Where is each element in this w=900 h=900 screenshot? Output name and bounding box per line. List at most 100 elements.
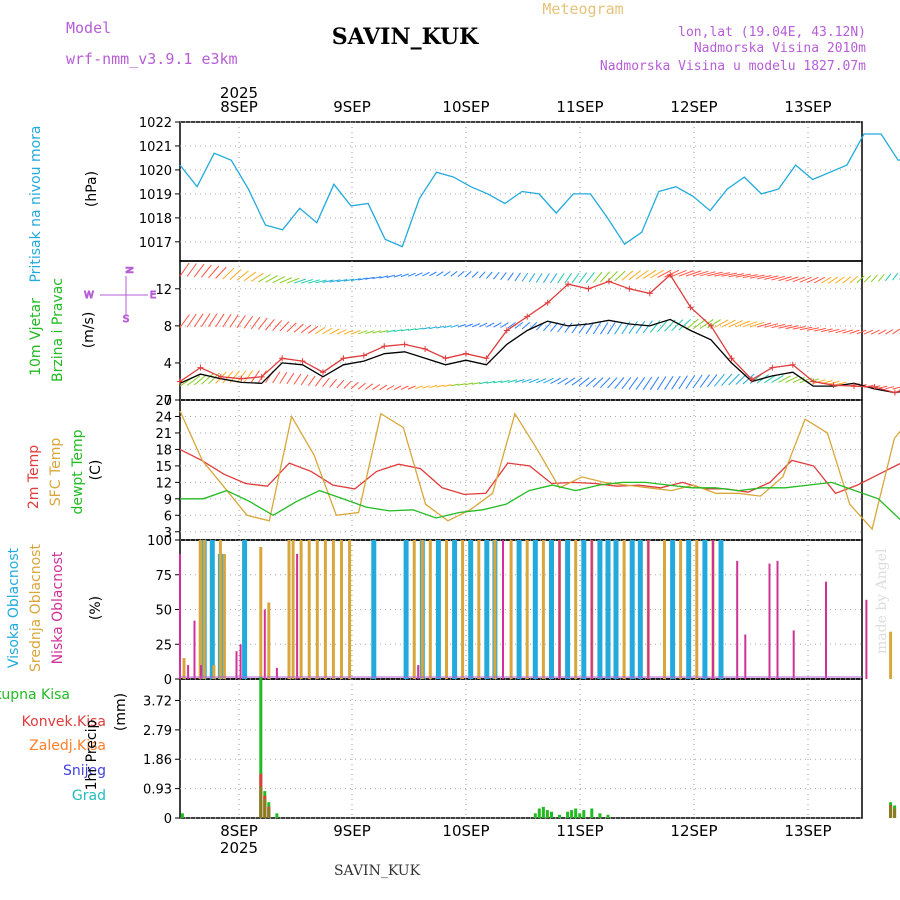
wind-barb	[400, 385, 409, 390]
wind-barb	[856, 275, 865, 284]
wind-barb	[379, 384, 388, 391]
cloud-bar-srednja	[663, 540, 666, 679]
wind-barb	[193, 313, 204, 328]
wind-barb	[486, 380, 496, 384]
wind-barb	[564, 272, 573, 284]
wind-gust-marker	[177, 378, 183, 385]
precip-bar-0	[533, 813, 537, 818]
wind-barb	[685, 375, 696, 389]
wind-barb	[635, 320, 646, 334]
wind-barb	[443, 271, 451, 277]
cloud-bar-srednja	[259, 547, 263, 679]
wind-barb	[778, 276, 792, 282]
wind-barb	[279, 277, 293, 284]
wind-barb	[642, 320, 653, 334]
cloud-bar-niska	[865, 599, 868, 679]
wind-gust-marker	[565, 281, 572, 288]
cloud-title-high: Visoka Oblacnost	[6, 547, 22, 668]
pressure-title: Pritisak na nivou mora	[28, 125, 44, 282]
wind-barb	[500, 322, 509, 328]
cloud-bar-niska	[239, 644, 242, 680]
panel-frame-precip	[179, 678, 863, 819]
cloud-bar-niska	[417, 665, 420, 679]
wind-barb	[186, 375, 201, 386]
precip-bar-0	[550, 811, 553, 818]
wind-barb	[600, 271, 611, 283]
bottom-day-label: 11SEP	[556, 822, 603, 840]
wind-barb	[813, 379, 826, 384]
y-tick-label-pressure: 1021	[139, 140, 172, 155]
cloud-bar-visoka	[516, 540, 522, 679]
wind-barb	[642, 269, 657, 280]
wind-barb	[350, 278, 361, 282]
product-title: Meteogram	[542, 0, 623, 18]
footer-station: SAVIN_KUK	[334, 863, 421, 879]
wind-barb	[201, 264, 212, 278]
cloud-bar-visoka	[718, 540, 724, 679]
wind-gust-marker	[360, 352, 367, 359]
cloud-bar-srednja	[428, 540, 432, 679]
wind-barb	[507, 272, 514, 281]
wind-barb	[429, 271, 437, 277]
wind-barb	[179, 314, 190, 328]
cloud-bar-niska	[744, 634, 747, 679]
y-tick-label-pressure: 1018	[139, 212, 172, 227]
wind-barb	[892, 272, 899, 281]
precip-bar-0	[558, 814, 561, 818]
wind-barb	[329, 328, 340, 335]
cloud-bar-visoka	[371, 540, 377, 679]
temp-sfc-line	[179, 410, 900, 531]
cloud-bar-srednja	[574, 540, 578, 679]
wind-barb	[628, 377, 639, 390]
wind-barb	[664, 269, 680, 278]
top-year-label: 2025	[220, 84, 258, 102]
wind-barb	[500, 272, 507, 281]
cloud-bar-visoka	[468, 540, 474, 679]
cloud-bar-srednja	[622, 540, 626, 679]
compass-rose: N W E S	[84, 266, 157, 326]
wind-gust-marker	[810, 378, 817, 385]
y-tick-label-wind: 8	[164, 320, 172, 335]
wind-barb	[251, 272, 264, 282]
top-day-label: 9SEP	[333, 98, 371, 116]
y-tick-label-pressure: 1019	[139, 188, 172, 203]
precip-bar-2	[263, 799, 267, 818]
elevation-label: Nadmorska Visina 2010m	[694, 41, 866, 56]
wind-speed-line	[179, 318, 900, 394]
cloud-bar-srednja	[212, 665, 216, 679]
wind-barb	[735, 320, 751, 328]
precip-legend-total: Ukupna Kisa	[0, 687, 70, 703]
wind-ylabel: (m/s)	[81, 312, 97, 349]
wind-barb	[414, 272, 423, 277]
wind-barb	[286, 372, 295, 385]
y-tick-label-temperature: 15	[155, 460, 172, 475]
wind-barb	[771, 323, 786, 329]
wind-barb	[393, 329, 403, 332]
wind-barb	[322, 279, 334, 283]
wind-barb	[243, 370, 254, 383]
wind-barb	[721, 373, 733, 387]
wind-gust-marker	[401, 341, 408, 348]
wind-barb	[357, 382, 366, 390]
wind-barb	[350, 381, 359, 390]
wind-barb	[486, 322, 495, 328]
wind-barb	[393, 385, 402, 391]
wind-gust-marker	[789, 361, 796, 368]
y-tick-label-temperature: 12	[155, 476, 172, 491]
cloud-bar-srednja	[525, 540, 529, 679]
wind-barb	[699, 374, 711, 388]
cloud-bar-visoka	[597, 540, 603, 679]
pressure-line	[179, 133, 900, 248]
wind-barb	[828, 276, 839, 284]
cloud-bar-srednja	[198, 540, 202, 679]
cloud-bar-visoka	[484, 540, 490, 679]
y-tick-label-temperature: 6	[164, 509, 172, 524]
wind-barb	[514, 379, 525, 383]
compass-south: S	[123, 314, 129, 325]
cloud-bar-niska	[193, 620, 196, 679]
wind-barb	[628, 321, 638, 334]
wind-barb	[649, 320, 661, 333]
wind-barb	[877, 274, 885, 282]
wind-barb	[229, 314, 239, 328]
wind-barb	[186, 263, 197, 277]
